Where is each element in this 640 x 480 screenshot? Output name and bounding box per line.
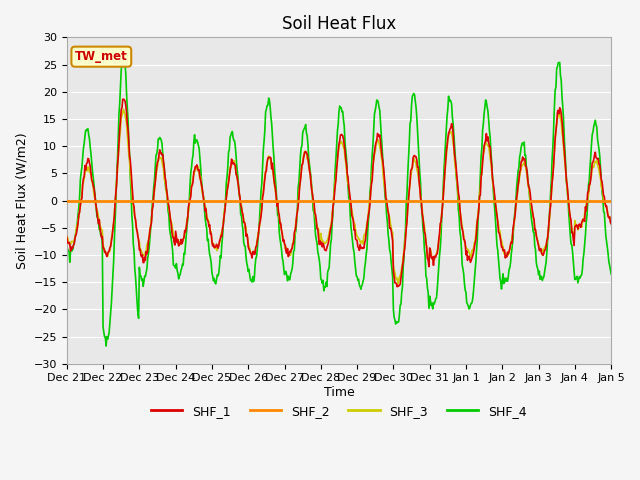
SHF_2 <box>331 198 339 204</box>
SHF_1 <box>207 231 214 237</box>
Line: SHF_1: SHF_1 <box>67 99 611 287</box>
SHF_2 <box>383 198 391 204</box>
Line: SHF_3: SHF_3 <box>67 109 611 284</box>
SHF_3 <box>394 281 402 287</box>
SHF_3 <box>332 179 339 185</box>
Y-axis label: Soil Heat Flux (W/m2): Soil Heat Flux (W/m2) <box>15 132 28 269</box>
SHF_3 <box>63 234 70 240</box>
Legend: SHF_1, SHF_2, SHF_3, SHF_4: SHF_1, SHF_2, SHF_3, SHF_4 <box>146 400 532 423</box>
SHF_2 <box>607 198 615 204</box>
SHF_3 <box>120 107 127 112</box>
Line: SHF_4: SHF_4 <box>67 57 611 346</box>
SHF_1 <box>332 183 339 189</box>
SHF_4 <box>120 54 127 60</box>
SHF_2 <box>182 198 190 204</box>
SHF_1 <box>559 127 566 132</box>
SHF_3 <box>207 230 214 236</box>
SHF_4 <box>332 156 340 161</box>
SHF_1 <box>438 202 446 208</box>
SHF_4 <box>102 343 110 349</box>
SHF_1 <box>394 284 401 289</box>
SHF_2 <box>206 198 214 204</box>
SHF_4 <box>207 260 215 265</box>
SHF_4 <box>385 238 393 243</box>
SHF_2 <box>437 198 445 204</box>
SHF_1 <box>384 209 392 215</box>
SHF_1 <box>183 219 191 225</box>
SHF_3 <box>183 216 191 221</box>
SHF_3 <box>384 208 392 214</box>
SHF_4 <box>63 243 70 249</box>
SHF_4 <box>559 103 566 109</box>
SHF_4 <box>184 216 191 222</box>
SHF_3 <box>607 221 615 227</box>
SHF_1 <box>607 221 615 227</box>
SHF_3 <box>438 203 446 209</box>
SHF_3 <box>559 134 566 140</box>
SHF_4 <box>438 203 446 209</box>
X-axis label: Time: Time <box>324 386 355 399</box>
SHF_2 <box>63 198 70 204</box>
SHF_1 <box>120 96 127 102</box>
SHF_4 <box>607 271 615 277</box>
SHF_1 <box>63 234 70 240</box>
Text: TW_met: TW_met <box>75 50 128 63</box>
Title: Soil Heat Flux: Soil Heat Flux <box>282 15 396 33</box>
SHF_2 <box>557 198 565 204</box>
